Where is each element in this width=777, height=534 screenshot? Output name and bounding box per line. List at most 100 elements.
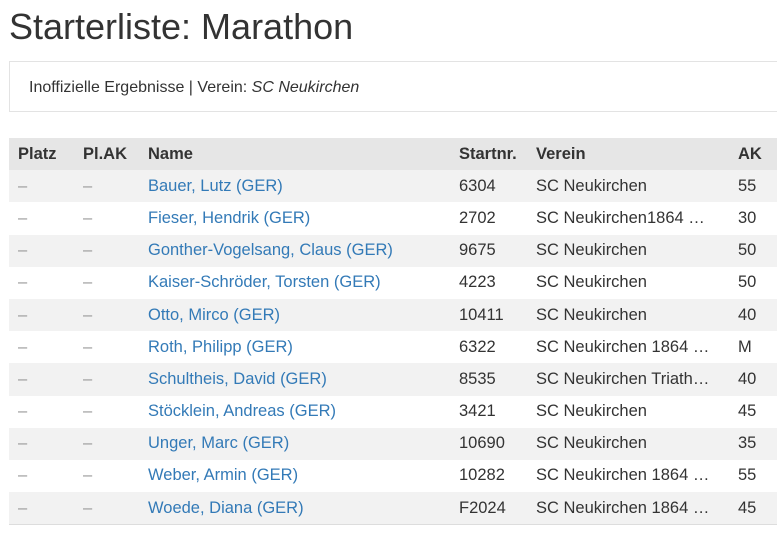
runner-name-link[interactable]: Bauer, Lutz (GER) [148,176,283,195]
startnr-cell: 10411 [459,305,504,324]
startnr-cell: 6322 [459,337,496,356]
table-row: – – Stöcklein, Andreas (GER) 3421 SC Neu… [9,395,777,428]
runner-name-link[interactable]: Fieser, Hendrik (GER) [148,208,311,227]
table-row: – – Woede, Diana (GER) F2024 SC Neukirch… [9,492,777,526]
ak-cell: 35 [738,434,757,453]
table-row: – – Schultheis, David (GER) 8535 SC Neuk… [9,363,777,396]
plak-cell: – [83,369,93,388]
verein-cell: SC Neukirchen [536,273,647,292]
plak-cell: – [83,466,93,485]
column-header-startnr[interactable]: Startnr. [459,144,517,163]
page-title: Starterliste: Marathon [9,6,354,47]
platz-cell: – [18,402,28,421]
name-cell: Roth, Philipp (GER) [139,331,450,363]
table-row: – – Gonther-Vogelsang, Claus (GER) 9675 … [9,234,777,267]
verein-cell: SC Neukirchen [536,434,647,453]
name-cell: Stöcklein, Andreas (GER) [139,396,450,428]
plak-cell: – [83,305,93,324]
platz-cell: – [18,176,28,195]
ak-cell: 50 [738,241,757,260]
startnr-cell: 10282 [459,466,505,485]
startnr-cell: 2702 [459,208,496,227]
platz-cell: – [9,492,74,526]
plak-cell: – [83,402,93,421]
startnr-cell: F2024 [450,492,527,526]
ak-cell: 40 [738,305,757,324]
platz-cell: – [18,305,28,324]
plak-cell: – [83,273,93,292]
table-row: – – Roth, Philipp (GER) 6322 SC Neukirch… [9,331,777,364]
table-row: – – Unger, Marc (GER) 10690 SC Neukirche… [9,427,777,460]
ak-cell: 55 [738,466,757,485]
platz-cell: – [18,208,28,227]
verein-cell: SC Neukirchen 1864 … [527,492,729,526]
platz-cell: – [18,369,28,388]
column-header-verein[interactable]: Verein [536,144,586,163]
startnr-cell: 3421 [459,402,496,421]
verein-cell: SC Neukirchen [536,176,647,195]
column-header-plak[interactable]: Pl.AK [83,144,128,163]
verein-cell: SC Neukirchen Triath… [536,369,710,388]
runner-name-link[interactable]: Roth, Philipp (GER) [148,337,293,356]
ak-cell: 45 [738,402,757,421]
verein-cell: SC Neukirchen [536,241,647,260]
verein-cell: SC Neukirchen1864 … [536,208,705,227]
startnr-cell: 10690 [459,434,505,453]
plak-cell: – [83,434,93,453]
name-cell: Kaiser-Schröder, Torsten (GER) [139,267,450,299]
platz-cell: – [18,241,28,260]
table-header-row: Platz Pl.AK Name Startnr. Verein AK [9,138,777,171]
startnr-cell: 8535 [459,369,496,388]
verein-cell: SC Neukirchen [536,305,647,324]
platz-cell: – [18,434,28,453]
runner-name-link[interactable]: Stöcklein, Andreas (GER) [148,402,336,421]
plak-cell: – [83,241,93,260]
name-cell: Gonther-Vogelsang, Claus (GER) [139,235,450,267]
runner-name-link[interactable]: Unger, Marc (GER) [148,434,290,453]
runner-name-link[interactable]: Kaiser-Schröder, Torsten (GER) [148,273,381,292]
runner-name-link[interactable]: Woede, Diana (GER) [148,498,304,517]
verein-cell: SC Neukirchen 1864 … [536,337,710,356]
startnr-cell: 6304 [459,176,496,195]
plak-cell: – [83,208,93,227]
table-row: – – Bauer, Lutz (GER) 6304 SC Neukirchen… [9,170,777,203]
platz-cell: – [18,273,28,292]
table-row: – – Fieser, Hendrik (GER) 2702 SC Neukir… [9,202,777,235]
verein-cell: SC Neukirchen [536,402,647,421]
plak-cell: – [74,492,139,526]
name-cell: Otto, Mirco (GER) [139,299,450,331]
starter-table: Platz Pl.AK Name Startnr. Verein AK – – … [9,138,777,526]
plak-cell: – [83,176,93,195]
ak-cell: 40 [738,369,757,388]
info-box: Inoffizielle Ergebnisse | Verein: SC Neu… [9,61,777,112]
startnr-cell: 4223 [459,273,496,292]
name-cell: Schultheis, David (GER) [139,363,450,395]
ak-cell: M [738,337,752,356]
column-header-ak[interactable]: AK [738,144,762,163]
platz-cell: – [18,466,28,485]
table-row: – – Kaiser-Schröder, Torsten (GER) 4223 … [9,266,777,299]
name-cell: Fieser, Hendrik (GER) [139,202,450,234]
ak-cell: 45 [729,492,777,526]
verein-cell: SC Neukirchen 1864 … [536,466,710,485]
table-row: – – Weber, Armin (GER) 10282 SC Neukirch… [9,459,777,493]
runner-name-link[interactable]: Weber, Armin (GER) [148,466,299,485]
name-cell: Weber, Armin (GER) [139,460,450,492]
runner-name-link[interactable]: Schultheis, David (GER) [148,369,327,388]
table-row: – – Otto, Mirco (GER) 10411 SC Neukirche… [9,298,777,332]
name-cell: Bauer, Lutz (GER) [139,170,450,202]
column-header-name[interactable]: Name [148,144,193,163]
startnr-cell: 9675 [459,241,496,260]
ak-cell: 55 [738,176,757,195]
runner-name-link[interactable]: Gonther-Vogelsang, Claus (GER) [148,241,393,260]
info-prefix: Inoffizielle Ergebnisse | Verein: [29,79,252,96]
column-header-platz[interactable]: Platz [18,144,57,163]
name-cell: Unger, Marc (GER) [139,428,450,460]
plak-cell: – [83,337,93,356]
ak-cell: 50 [738,273,757,292]
runner-name-link[interactable]: Otto, Mirco (GER) [148,305,281,324]
platz-cell: – [18,337,28,356]
info-club: SC Neukirchen [251,79,360,96]
ak-cell: 30 [738,208,757,227]
